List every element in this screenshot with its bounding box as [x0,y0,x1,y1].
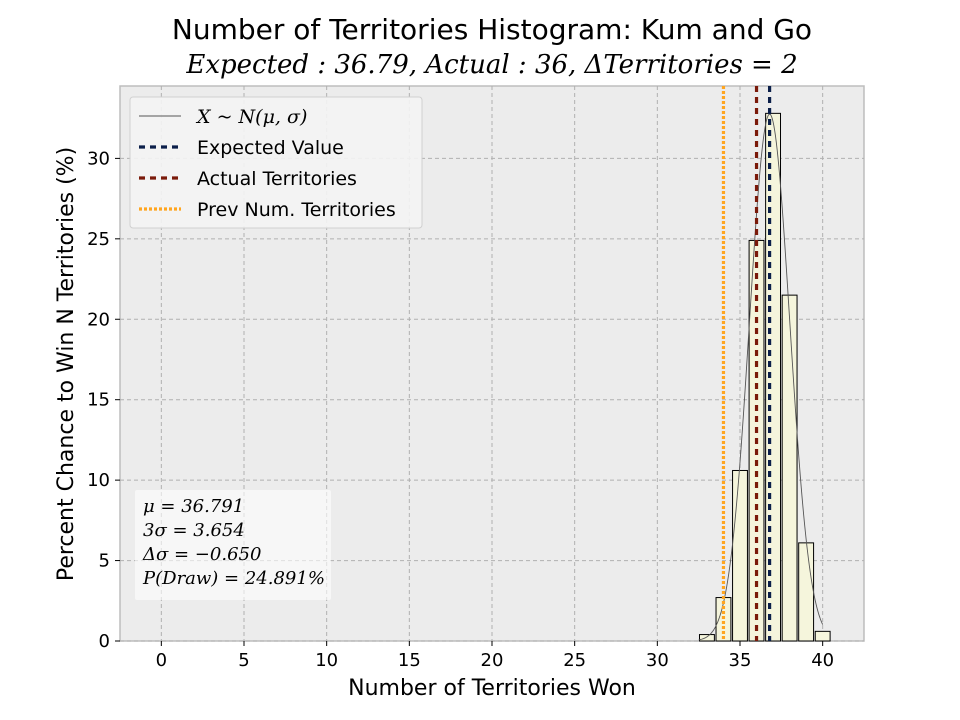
histogram-bar [698,634,715,642]
x-tick-label: 15 [398,650,421,671]
y-axis-label: Percent Chance to Win N Territories (%) [54,147,79,581]
histogram-bar [765,112,782,642]
x-tick-label: 20 [481,650,504,671]
y-tick-label: 30 [87,148,110,169]
legend-label: Actual Territories [197,168,357,190]
legend-label: Prev Num. Territories [197,199,396,221]
y-tick-label: 20 [87,309,110,330]
normal-curve [698,113,824,641]
x-tick-label: 30 [646,650,669,671]
x-tick-label: 5 [238,650,249,671]
reference-lines [721,86,772,641]
normal-curve-line [698,113,824,641]
x-tick-label: 25 [563,650,586,671]
axis-ticks: 0 5 10 15 20 25 30 35 40 0 5 10 15 20 25 30 [87,148,834,671]
x-tick-label: 10 [315,650,338,671]
legend: X ~ N(μ, σ) Expected Value Actual Territor… [129,96,423,229]
y-tick-label: 10 [87,470,110,491]
chart-title: Number of Territories Histogram: Kum and… [172,13,812,46]
y-tick-label: 15 [87,390,110,411]
y-tick-label: 25 [87,229,110,250]
histogram-bar [814,630,831,642]
y-tick-label: 5 [99,551,110,572]
x-tick-label: 0 [156,650,167,671]
legend-box [129,96,423,229]
x-tick-label: 35 [729,650,752,671]
stats-line: μ = 36.791 [143,496,244,517]
histogram-bar [798,542,815,642]
stats-box-bg [135,490,331,600]
chart-subtitle: Expected : 36.79, Actual : 36, ΔTerritor… [185,50,797,80]
x-tick-label: 40 [811,650,834,671]
stats-line: P(Draw) = 24.891% [142,568,325,589]
stats-line: Δσ = −0.650 [142,544,261,565]
x-axis-label: Number of Territories Won [348,676,636,701]
legend-label: X ~ N(μ, σ) [195,106,307,128]
histogram-bar [732,469,748,642]
histogram-bar [781,294,798,642]
y-tick-label: 0 [99,631,110,652]
legend-label: Expected Value [197,137,344,159]
stats-box: μ = 36.791 3σ = 3.654 Δσ = −0.650 P(Draw) =… [135,490,331,600]
stats-line: 3σ = 3.654 [143,520,245,541]
